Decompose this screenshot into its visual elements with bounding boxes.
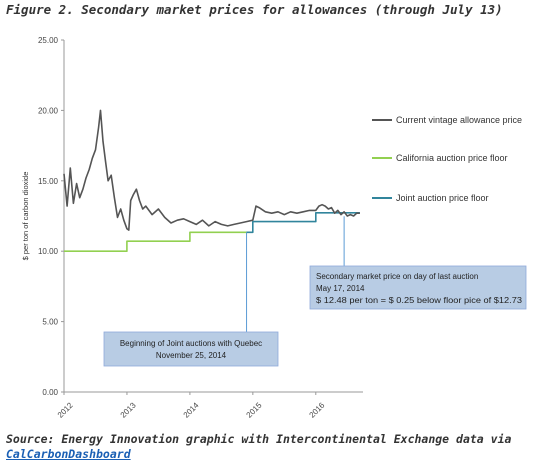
annotation-text: Beginning of Joint auctions with Quebec (120, 339, 262, 348)
y-tick-label: 5.00 (42, 318, 58, 327)
annotation-text: November 25, 2014 (156, 351, 227, 360)
source-note: Source: Energy Innovation graphic with I… (6, 432, 538, 462)
annotation-text: Secondary market price on day of last au… (316, 272, 478, 281)
series-line-joint-floor (246, 212, 360, 234)
x-tick-label: 2015 (245, 400, 264, 419)
chart-series (63, 109, 360, 252)
source-link[interactable]: CalCarbonDashboard (6, 447, 131, 461)
legend-label: Current vintage allowance price (396, 115, 522, 125)
chart-legend: Current vintage allowance price Californi… (372, 115, 522, 203)
series-line-california-floor (64, 231, 247, 252)
annotation-box (103, 331, 279, 367)
x-tick-label: 2013 (119, 400, 138, 419)
price-chart: 0.00 5.00 10.00 15.00 20.00 25.00 2012 2013 2014… (21, 36, 527, 420)
chart-axes: 0.00 5.00 10.00 15.00 20.00 25.00 2012 2013 2014… (21, 36, 363, 420)
series-line-current-vintage (63, 109, 360, 231)
annotation-text: $ 12.48 per ton = $ 0.25 below floor pic… (316, 296, 523, 305)
legend-label: Joint auction price floor (396, 193, 489, 203)
annotation-box (309, 265, 527, 310)
y-tick-label: 15.00 (38, 177, 59, 186)
source-text: Source: Energy Innovation graphic with I… (6, 432, 512, 446)
y-tick-label: 20.00 (38, 106, 59, 115)
y-tick-label: 25.00 (38, 36, 59, 45)
x-tick-label: 2016 (308, 400, 327, 419)
annotation-text: May 17, 2014 (316, 284, 365, 293)
legend-label: California auction price floor (396, 153, 508, 163)
x-tick-label: 2014 (182, 400, 201, 419)
y-tick-label: 10.00 (38, 247, 59, 256)
y-tick-label: 0.00 (42, 388, 58, 397)
y-axis-label: $ per ton of carbon dioxide (21, 172, 30, 261)
chart-annotations: Beginning of Joint auctions with Quebec N… (103, 216, 527, 367)
figure-title: Figure 2. Secondary market prices for al… (6, 2, 503, 17)
x-tick-label: 2012 (56, 400, 75, 419)
